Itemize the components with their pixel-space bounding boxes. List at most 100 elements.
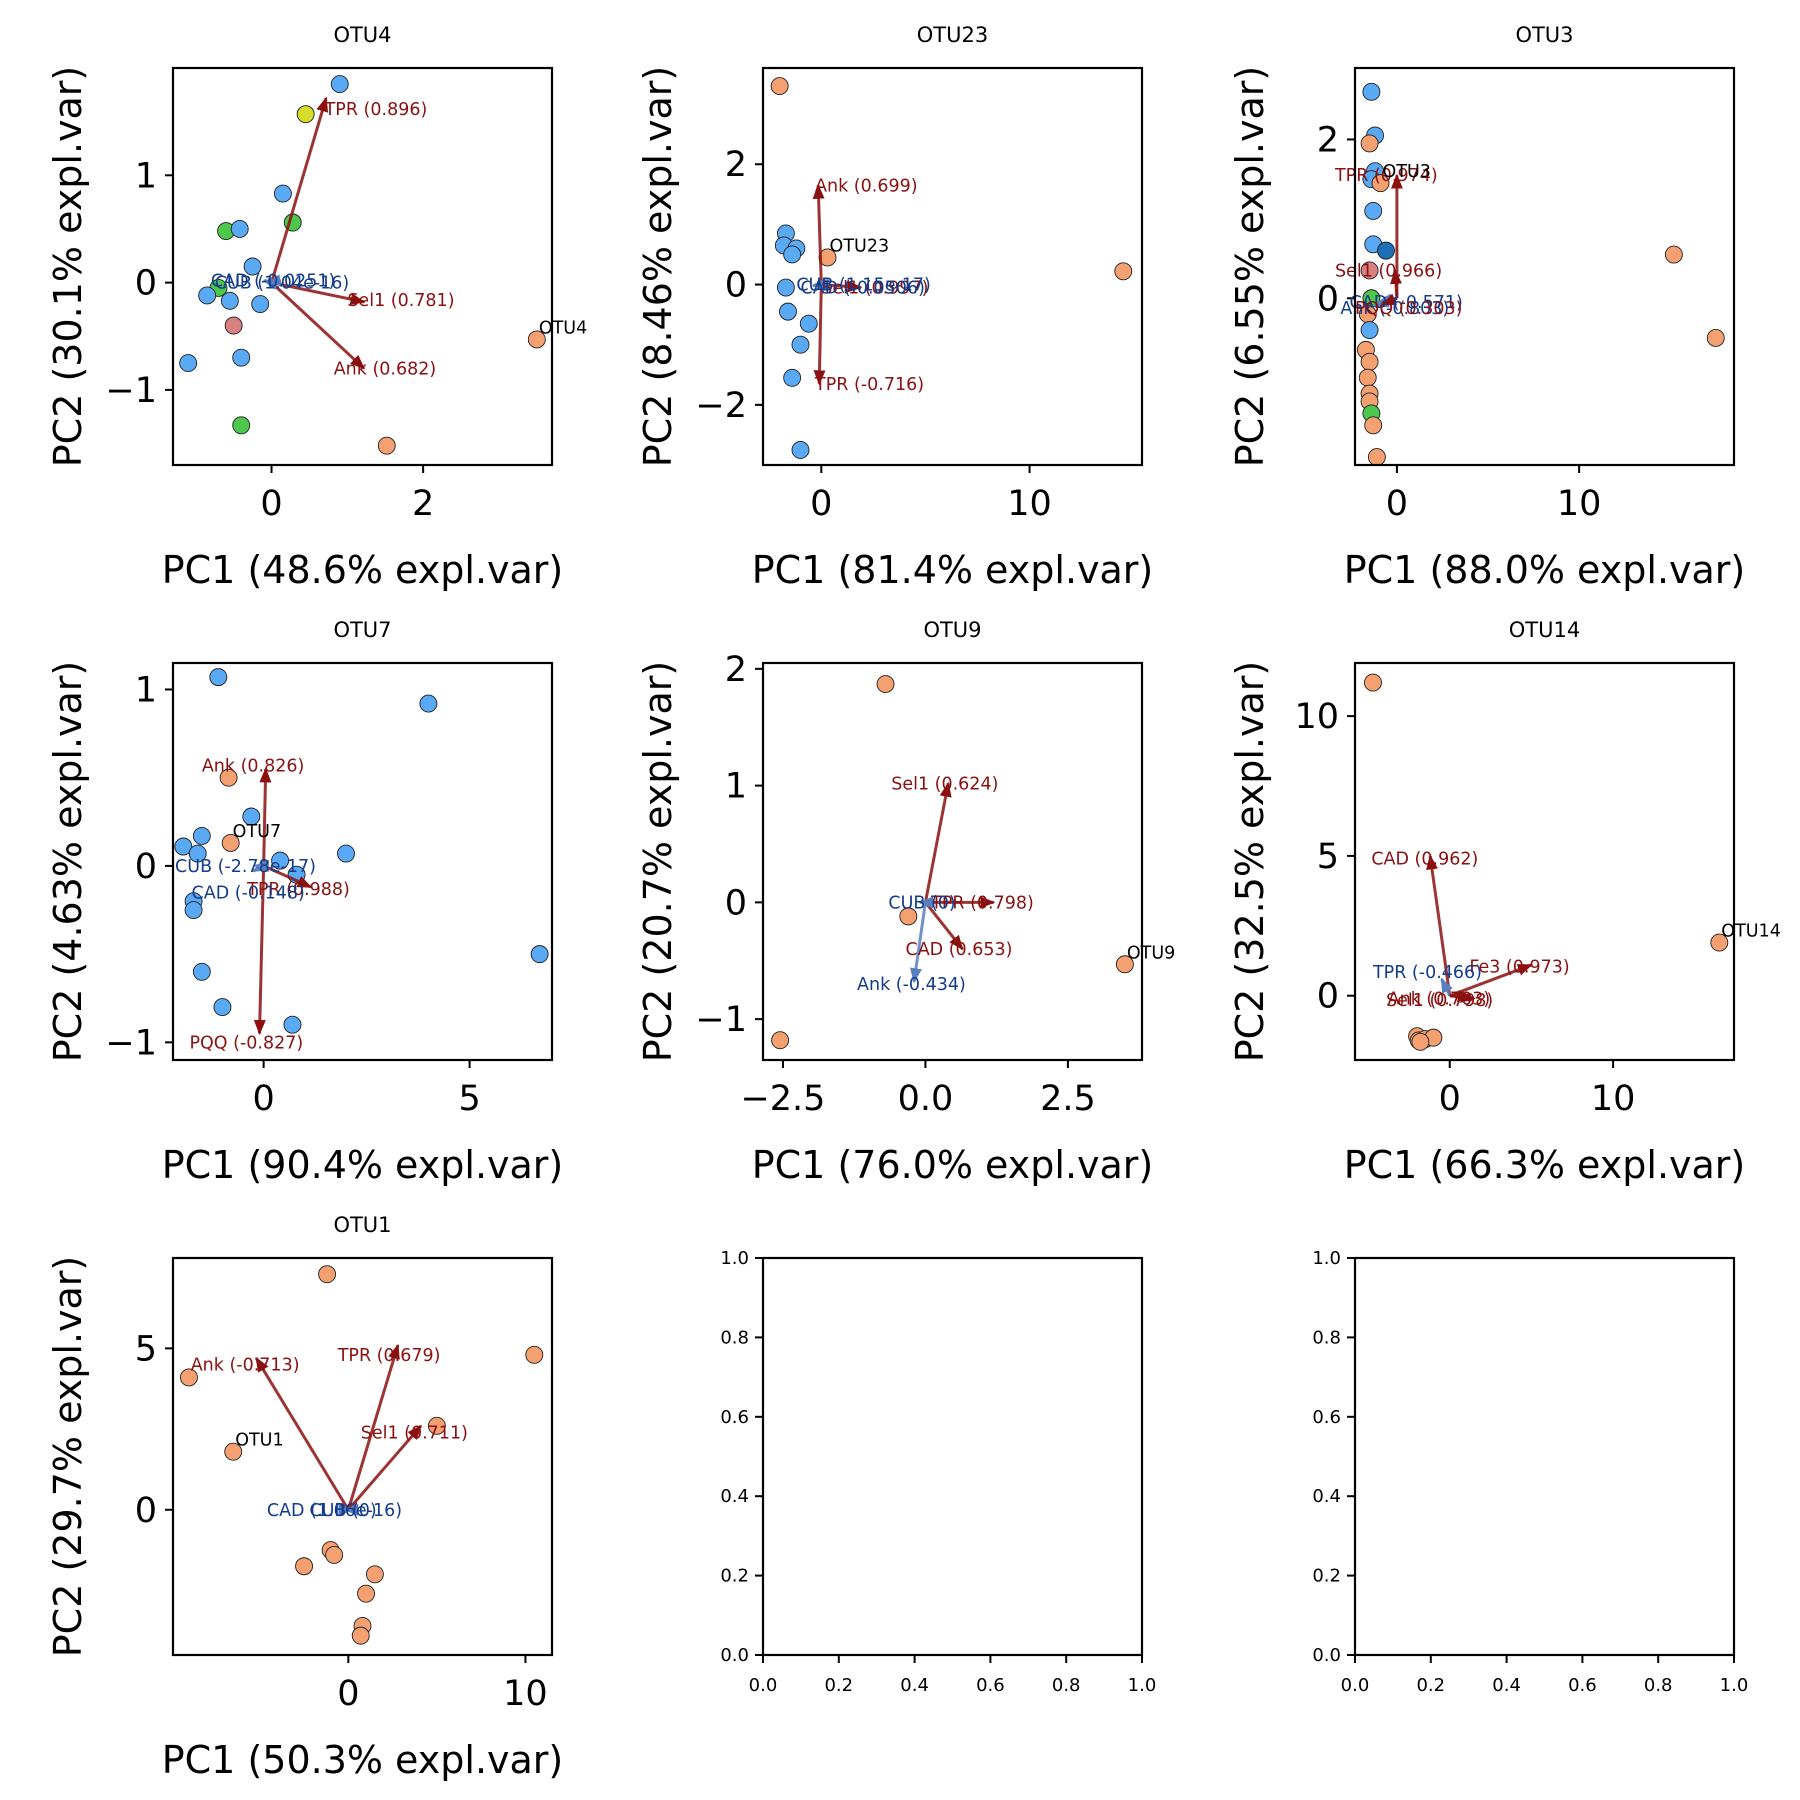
loading-label: Ank (0.682) bbox=[334, 359, 437, 379]
x-axis-label: PC1 (48.6% expl.var) bbox=[162, 548, 564, 592]
loading-arrow bbox=[923, 781, 952, 903]
plot-area bbox=[179, 75, 546, 455]
data-point bbox=[1411, 1032, 1430, 1051]
loading-arrow bbox=[347, 1424, 423, 1511]
subplot-title: OTU3 bbox=[1515, 23, 1573, 47]
loading-arrow bbox=[811, 277, 828, 290]
loading-label: Ank (0.703) bbox=[1388, 989, 1491, 1009]
x-tick-label: 0.8 bbox=[1052, 1675, 1081, 1696]
x-tick-label: 0.2 bbox=[824, 1675, 853, 1696]
x-tick-label: 0 bbox=[1386, 484, 1408, 524]
y-tick-label: −1 bbox=[695, 1000, 747, 1040]
loading-label: Ank (-0.434) bbox=[857, 975, 966, 995]
loading-arrow bbox=[271, 281, 366, 306]
data-point bbox=[1360, 261, 1379, 280]
data-point bbox=[1115, 955, 1134, 974]
y-axis-label: PC2 (8.46% expl.var) bbox=[636, 66, 680, 468]
data-point bbox=[1664, 245, 1683, 264]
loading-label: TPR (-0.466) bbox=[1372, 963, 1482, 983]
plot-area bbox=[179, 1265, 544, 1645]
loading-label: CAD (-0.148) bbox=[192, 883, 305, 903]
data-point bbox=[192, 962, 211, 981]
loading-label: Ank (0.699) bbox=[815, 176, 918, 196]
subplot-3: 0 10 0 2 OTU3 PC1 (88.0% expl.var) PC2 (6.55% … bbox=[1228, 23, 1745, 592]
loading-label: CAD (-0.571) bbox=[1350, 293, 1463, 313]
x-tick-label: 10 bbox=[1007, 484, 1052, 524]
axes-frame bbox=[761, 66, 1144, 467]
loading-arrow bbox=[924, 901, 964, 951]
loading-label: Ank (0.826) bbox=[202, 756, 305, 776]
y-tick-label: 0.2 bbox=[720, 1566, 749, 1587]
loading-arrow bbox=[254, 1356, 350, 1511]
data-point bbox=[530, 945, 549, 964]
subplot-8: 0.0 0.2 0.4 0.6 0.8 1.0 0.0 0.2 0.4 0.6 0.8 1.0 bbox=[720, 1248, 1156, 1696]
data-point bbox=[1706, 329, 1725, 347]
subplot-title: OTU9 bbox=[923, 618, 981, 642]
subplot-7: 0 10 0 5 OTU1 PC1 (50.3% expl.var) PC2 (29.7% … bbox=[46, 1213, 563, 1782]
x-tick-label: 1.0 bbox=[1720, 1675, 1749, 1696]
data-point bbox=[791, 441, 810, 459]
data-point bbox=[779, 302, 797, 321]
loading-label: PQQ (-0.827) bbox=[189, 1033, 303, 1053]
y-tick-label: 0.2 bbox=[1312, 1566, 1341, 1587]
data-point bbox=[192, 826, 211, 845]
data-point bbox=[213, 998, 232, 1017]
loading-arrow bbox=[270, 281, 366, 370]
loading-label: TPR (0.974) bbox=[1334, 166, 1438, 186]
data-point bbox=[243, 257, 262, 276]
y-tick-label: 0 bbox=[725, 266, 747, 306]
loading-label: CUB (0) bbox=[888, 893, 955, 913]
loading-label: CUB (0) bbox=[309, 1501, 376, 1521]
point-label: OTU3 bbox=[1383, 162, 1431, 182]
y-axis-label: PC2 (29.7% expl.var) bbox=[46, 1256, 90, 1658]
x-axis-label: PC1 (66.3% expl.var) bbox=[1344, 1143, 1746, 1187]
loading-label: CAD (-0.0251) bbox=[211, 271, 335, 291]
y-tick-label: −2 bbox=[695, 386, 747, 426]
loading-arrow bbox=[1449, 990, 1473, 1003]
loading-label: CAD (-0.0506) bbox=[800, 279, 924, 299]
loading-label: Sel1 (0.624) bbox=[891, 774, 998, 794]
data-point bbox=[1358, 368, 1377, 387]
y-tick-label: 1.0 bbox=[720, 1248, 749, 1269]
x-tick-label: 0.0 bbox=[898, 1079, 954, 1119]
y-tick-label: 0 bbox=[135, 1491, 157, 1531]
point-label: OTU23 bbox=[830, 236, 890, 256]
axes-frame bbox=[1353, 661, 1736, 1062]
y-tick-label: 1.0 bbox=[1312, 1248, 1341, 1269]
data-point bbox=[271, 851, 290, 870]
data-point bbox=[1362, 82, 1381, 101]
loading-label: Sel1 (0.711) bbox=[361, 1423, 468, 1443]
loading-arrow bbox=[266, 274, 283, 286]
x-tick-label: 0 bbox=[810, 484, 832, 524]
data-point bbox=[351, 1626, 370, 1645]
data-point bbox=[184, 901, 203, 919]
y-axis-label: PC2 (20.7% expl.var) bbox=[636, 661, 680, 1063]
y-tick-label: 0 bbox=[725, 883, 747, 923]
y-tick-label: 0.4 bbox=[720, 1486, 749, 1507]
data-point bbox=[230, 219, 249, 238]
data-point bbox=[273, 184, 292, 203]
subplot-title: OTU23 bbox=[917, 23, 988, 47]
y-tick-label: 5 bbox=[1317, 837, 1339, 877]
loading-label: Sel1 (0.997) bbox=[821, 279, 928, 299]
data-point bbox=[251, 295, 270, 314]
subplot-6: 0 10 0 5 10 OTU14 PC1 (66.3% expl.var) PC2 (32.… bbox=[1228, 618, 1781, 1187]
data-point bbox=[799, 314, 818, 333]
loading-label: CUB (1.15e-17) bbox=[796, 276, 931, 296]
subplot-title: OTU14 bbox=[1509, 618, 1580, 642]
point-label: OTU1 bbox=[235, 1431, 283, 1451]
axes-frame bbox=[761, 1256, 1144, 1657]
x-tick-label: 5 bbox=[458, 1079, 480, 1119]
axes-frame bbox=[171, 66, 554, 467]
data-point bbox=[527, 330, 546, 349]
y-tick-label: 0.0 bbox=[1312, 1645, 1341, 1666]
data-point bbox=[1114, 262, 1133, 281]
data-point bbox=[419, 694, 438, 713]
axes-frame bbox=[171, 661, 554, 1062]
loading-arrow bbox=[812, 183, 825, 285]
data-point bbox=[1360, 321, 1379, 339]
data-point bbox=[188, 844, 207, 863]
x-tick-label: 0.4 bbox=[900, 1675, 929, 1696]
data-point bbox=[1377, 241, 1395, 260]
data-point bbox=[1364, 673, 1382, 692]
